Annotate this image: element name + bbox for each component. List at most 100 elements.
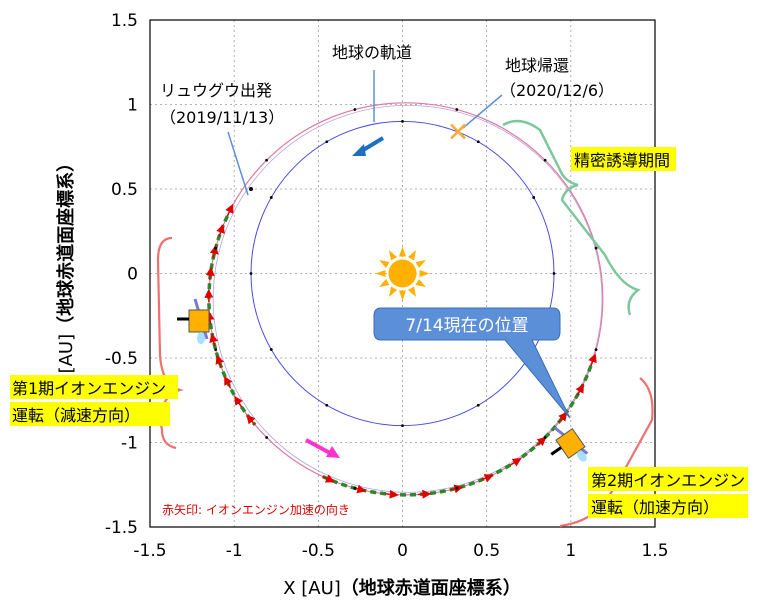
plot-frame xyxy=(149,19,656,528)
earth-orbit-dot xyxy=(325,403,329,407)
sun-ray xyxy=(419,270,430,277)
phase2-highlight-1 xyxy=(588,467,748,491)
trajectory-dot xyxy=(353,486,357,490)
trajectory-dot xyxy=(353,108,357,111)
trajectory-dot xyxy=(265,436,269,439)
spacecraft-body xyxy=(555,427,586,459)
thrust-arrow xyxy=(575,383,584,396)
precision-guidance-label: 精密誘導期間 xyxy=(574,151,670,170)
current-position-callout xyxy=(373,307,571,419)
trajectory-dot xyxy=(455,486,459,490)
thrust-arrow xyxy=(246,414,256,426)
thrust-arrow xyxy=(209,333,219,347)
cross-icon xyxy=(450,123,466,140)
y-tick-labels: 1.5 1 0.5 0 -0.5 -1 -1.5 xyxy=(105,11,138,538)
earth-orbit-dot xyxy=(476,140,480,144)
sun-ray xyxy=(389,250,398,261)
ion-plume xyxy=(577,450,587,462)
y-tick-label: 0 xyxy=(127,265,138,285)
x-tick-label: -1.5 xyxy=(133,541,166,561)
hayabusa2-trajectory xyxy=(208,102,604,496)
y-tick-label: 0.5 xyxy=(111,180,138,200)
earth-direction-arrowhead xyxy=(352,144,366,156)
spacecraft-body xyxy=(188,309,210,333)
return-date: （2020/12/6） xyxy=(500,81,614,100)
earth-orbit-dot xyxy=(269,348,273,351)
sun-ray xyxy=(407,286,416,297)
thrust-arrow xyxy=(215,354,225,368)
x-tick-label: 1.5 xyxy=(641,541,668,561)
earth-orbit-dot xyxy=(476,403,480,407)
sun-ray xyxy=(399,290,406,301)
departure-leader xyxy=(227,131,249,196)
trajectory-dot xyxy=(594,348,598,351)
sun-ray xyxy=(375,270,386,277)
sun-ray xyxy=(399,246,406,257)
orbit-date-markers xyxy=(214,108,598,490)
x-tick-label: -0.5 xyxy=(302,541,335,561)
sun-icon xyxy=(375,246,430,301)
earth-orbit-dot xyxy=(552,272,556,275)
sun-ray xyxy=(379,278,390,287)
sun-ray xyxy=(415,260,426,269)
phase2-label-1: 第2期イオンエンジン xyxy=(591,471,745,490)
thrust-arrow xyxy=(216,223,225,237)
y-axis-title: Y [AU]（地球赤道面座標系） xyxy=(55,154,77,391)
x-tick-label: -1 xyxy=(226,541,243,561)
phase2-label-2: 運転（加速方向） xyxy=(591,498,719,517)
phase1-highlight-2 xyxy=(10,402,170,426)
trajectory-dot xyxy=(214,348,218,351)
phase1-label-2: 運転（減速方向） xyxy=(12,406,140,425)
sun-disk xyxy=(388,259,417,288)
thrust-arrow xyxy=(558,411,568,423)
thrust-arrow xyxy=(509,457,522,467)
thrust-arrow xyxy=(480,474,494,483)
x-tick-label: 0 xyxy=(397,541,408,561)
x-tick-labels: -1.5 -1 -0.5 0 0.5 1 1.5 xyxy=(133,541,668,561)
antenna xyxy=(550,446,562,456)
thrust-arrow xyxy=(205,266,215,281)
thrust-arrow xyxy=(225,203,234,217)
thrust-arrow xyxy=(535,436,547,447)
thrust-arrow xyxy=(417,489,432,499)
thrust-arrow xyxy=(234,395,243,408)
thrust-arrow xyxy=(209,244,219,259)
trajectory-dot xyxy=(455,108,459,111)
trajectory-direction-arrow xyxy=(305,438,331,455)
earth-orbit-dot xyxy=(401,424,404,427)
earth-orbit-dot xyxy=(269,196,273,199)
thrust-arrow xyxy=(385,489,399,499)
thrust-arrow xyxy=(322,474,335,483)
phase1-highlight-1 xyxy=(10,375,178,399)
red-arrow-note: 赤矢印: イオンエンジン加速の向き xyxy=(162,502,350,517)
phase2-highlight-2 xyxy=(588,494,748,518)
x-tick-label: 1 xyxy=(565,541,576,561)
trajectory-dot xyxy=(214,246,218,250)
y-tick-label: -0.5 xyxy=(105,349,138,369)
departure-date: （2019/11/13） xyxy=(160,108,284,127)
current-position-label: 7/14現在の位置 xyxy=(405,316,528,336)
cross-stroke xyxy=(450,123,466,140)
precision-guidance-highlight xyxy=(571,147,676,171)
return-leader xyxy=(462,94,503,129)
sun-ray xyxy=(389,286,398,297)
trajectory-dot xyxy=(543,158,547,162)
trajectory-direction-arrowhead xyxy=(326,446,340,458)
thrust-arrow xyxy=(205,311,215,325)
ion-plume xyxy=(197,332,205,344)
earth-orbit-dot xyxy=(249,272,253,275)
departure-label: リュウグウ出発 xyxy=(160,81,272,100)
thrust-arrow xyxy=(588,353,597,367)
trajectory-dot xyxy=(594,246,598,250)
sun-ray xyxy=(407,250,416,261)
x-axis-title: X [AU]（地球赤道面座標系） xyxy=(283,577,521,599)
sun-ray xyxy=(415,278,426,287)
sun-ray xyxy=(379,260,390,269)
return-label: 地球帰還 xyxy=(505,56,569,75)
phase1-label-1: 第1期イオンエンジン xyxy=(12,379,166,398)
phase1-bracket xyxy=(156,236,185,450)
departure-dot xyxy=(249,187,253,191)
y-tick-label: 1 xyxy=(127,96,138,116)
spacecraft-icon xyxy=(177,298,210,344)
trajectory-dot xyxy=(543,436,547,439)
